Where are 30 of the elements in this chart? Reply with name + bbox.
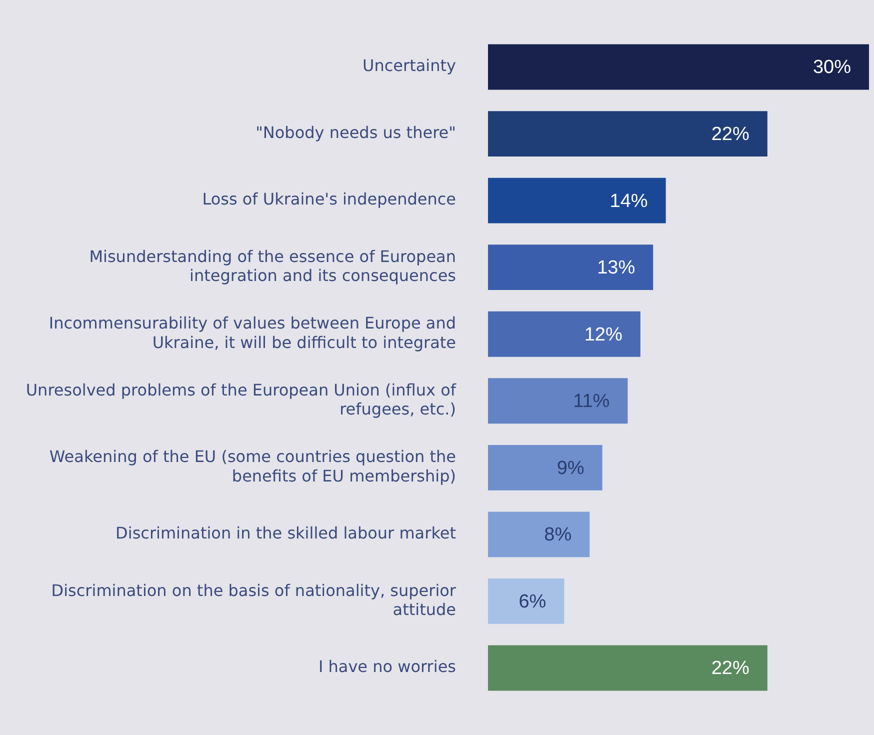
bar bbox=[488, 444, 602, 490]
y-tick-label: Misunderstanding of the essence of European integration and its consequences bbox=[89, 246, 456, 286]
data-label: 22% bbox=[711, 658, 750, 680]
bar bbox=[488, 244, 654, 290]
bar bbox=[488, 512, 590, 558]
y-tick-label: Discrimination in the skilled labour market bbox=[116, 524, 456, 543]
data-label: 12% bbox=[584, 324, 623, 346]
y-tick-label: Unresolved problems of the European Union (influx of refugees, etc.) bbox=[26, 380, 456, 419]
data-label: 30% bbox=[812, 57, 852, 78]
bar bbox=[488, 378, 628, 424]
bar bbox=[488, 645, 768, 691]
data-label: 8% bbox=[544, 524, 572, 546]
data-label: 22% bbox=[711, 124, 750, 146]
bar bbox=[488, 111, 768, 156]
y-tick-label: Incommensurability of values between Europe and Ukraine, it will be difficult to integrate bbox=[48, 314, 456, 352]
bar bbox=[488, 44, 869, 90]
bar bbox=[488, 311, 640, 357]
data-label: 13% bbox=[597, 258, 636, 279]
y-tick-label: Uncertainty bbox=[362, 56, 456, 76]
bar bbox=[488, 178, 666, 224]
y-tick-label: I have no worries bbox=[318, 657, 456, 676]
data-label: 6% bbox=[518, 591, 546, 612]
data-label: 14% bbox=[610, 190, 648, 212]
y-tick-label: Weakening of the EU (some countries question the benefits of EU membership) bbox=[49, 447, 456, 486]
data-label: 11% bbox=[573, 391, 610, 412]
y-tick-label: Loss of Ukraine's independence bbox=[202, 190, 456, 209]
bar bbox=[488, 578, 564, 624]
y-tick-label: Discrimination on the basis of nationality, superior attitude bbox=[51, 580, 456, 619]
y-tick-label: "Nobody needs us there" bbox=[256, 122, 456, 142]
data-label: 9% bbox=[556, 458, 584, 479]
